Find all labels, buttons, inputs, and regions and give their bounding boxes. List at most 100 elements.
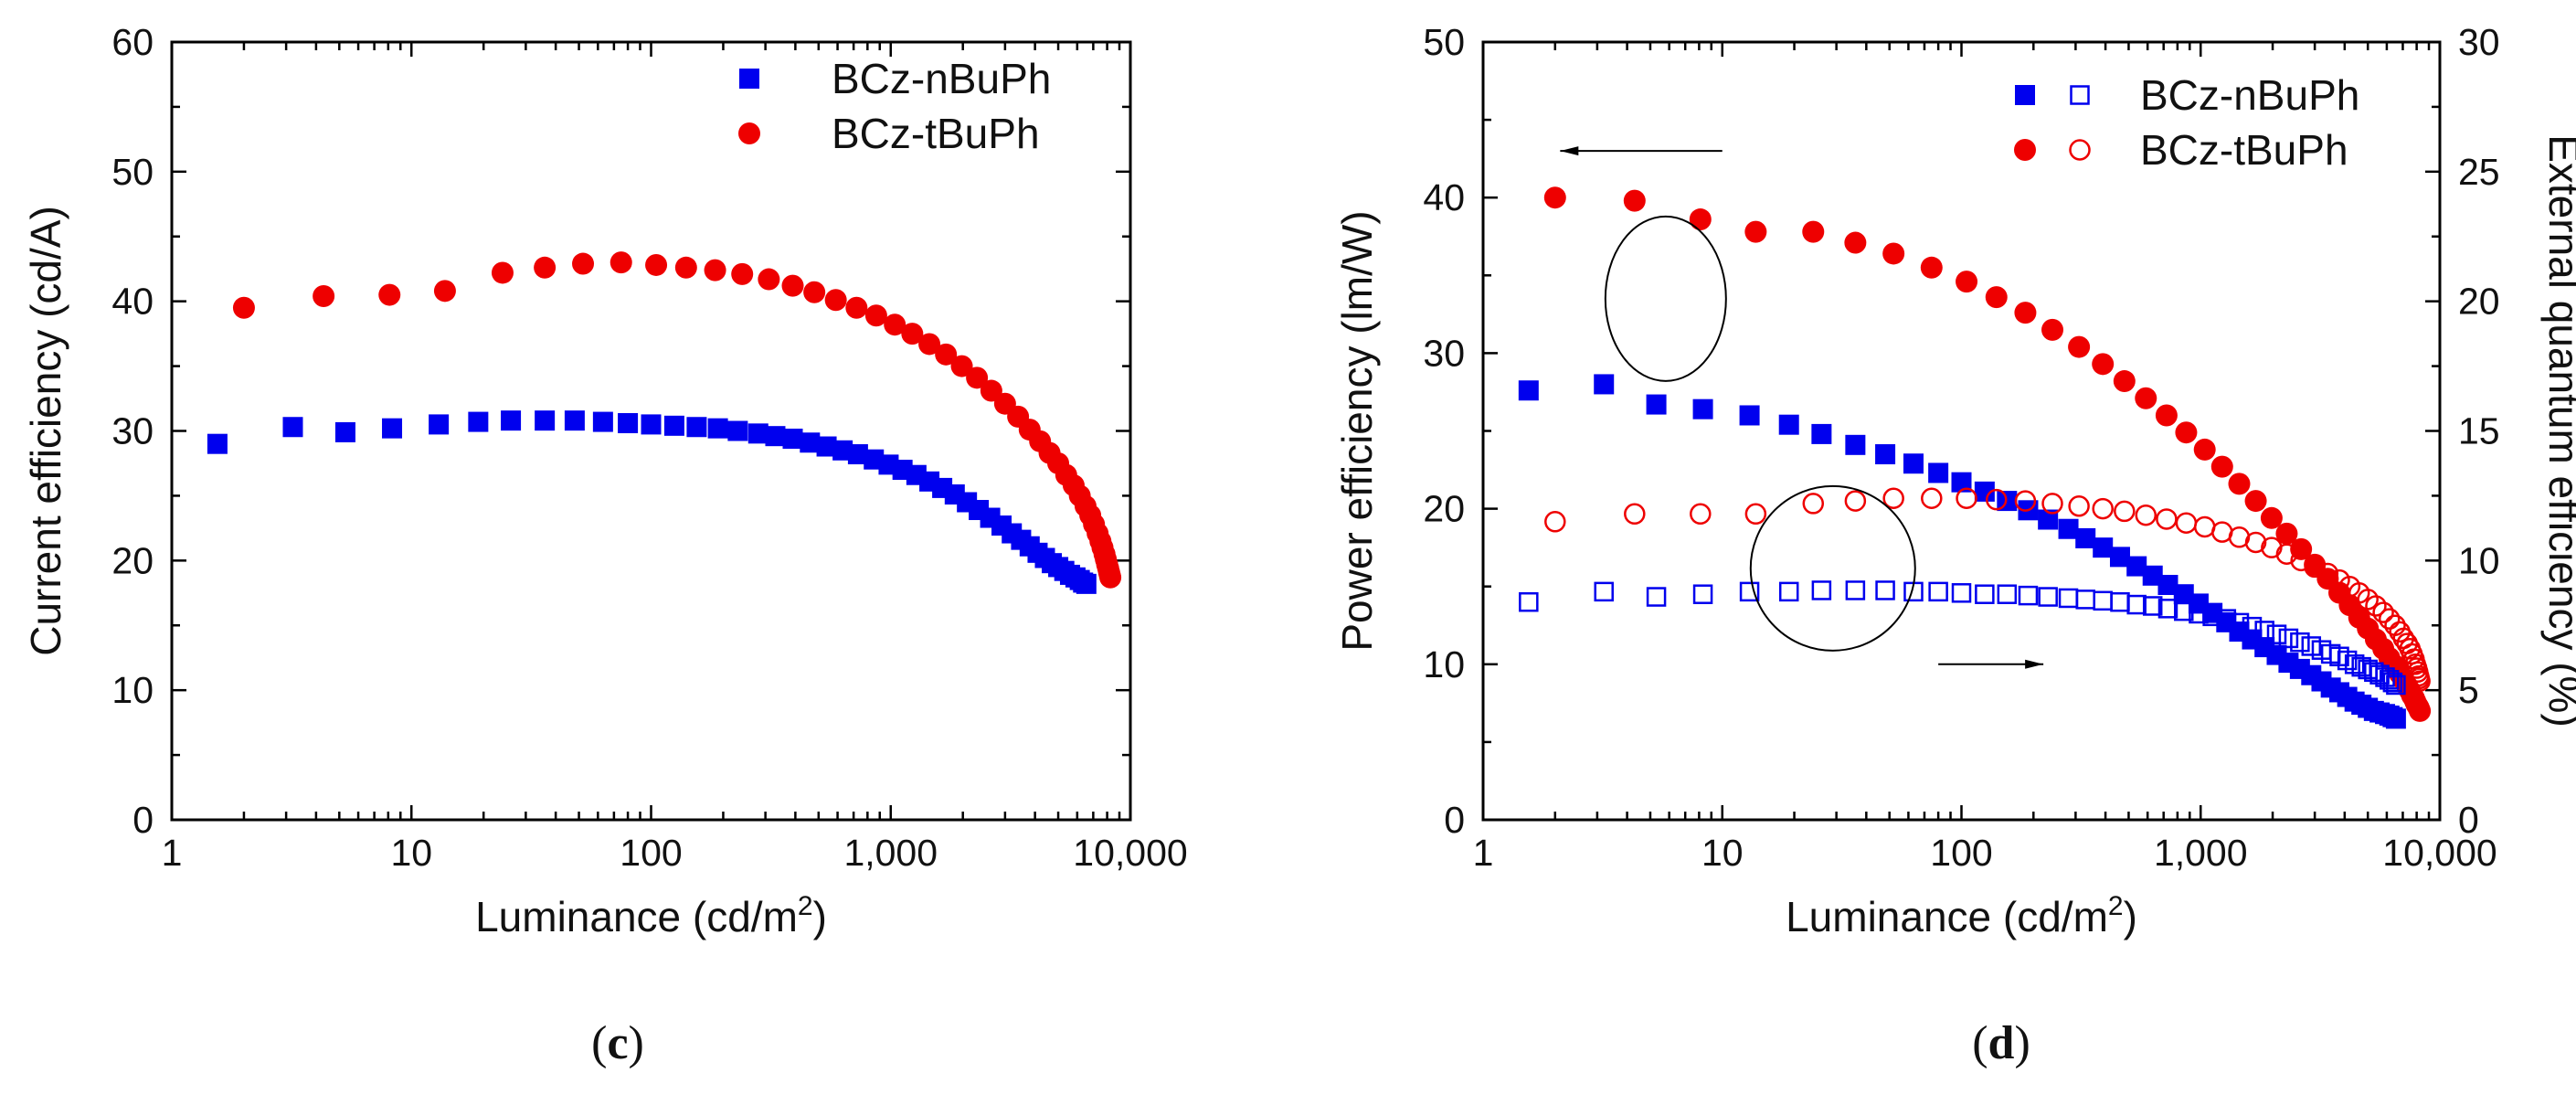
data-point <box>2337 650 2358 671</box>
data-point <box>378 283 401 306</box>
data-point <box>1997 584 2018 604</box>
data-point <box>1844 490 1867 512</box>
data-point <box>2092 353 2115 376</box>
data-point <box>1956 271 1978 293</box>
data-point <box>1875 580 1895 600</box>
data-point <box>2014 490 2037 512</box>
data-point <box>1882 242 1905 265</box>
y-right-tick-label: 20 <box>2458 281 2500 323</box>
data-point <box>2135 387 2157 409</box>
data-point <box>501 410 522 431</box>
legend-marker <box>738 122 760 144</box>
data-point <box>824 289 847 312</box>
data-point <box>2316 562 2339 585</box>
data-point <box>645 253 668 276</box>
data-point <box>2155 404 2178 427</box>
data-point <box>2189 603 2209 624</box>
data-point <box>847 444 868 465</box>
data-point <box>1985 488 2008 511</box>
annotation-ellipse <box>1604 215 1727 382</box>
data-point <box>1928 581 1948 602</box>
data-point <box>1920 256 1943 279</box>
data-point <box>2409 699 2432 722</box>
series-BCz-nBuPh-power-efficiency <box>1518 374 2406 729</box>
data-point <box>2254 621 2274 641</box>
data-point <box>731 262 754 285</box>
legend-label: BCz-nBuPh <box>832 55 1051 102</box>
data-point <box>232 296 255 319</box>
data-point <box>1739 405 1760 426</box>
series-BCz-nBuPh-external-quantum-efficiency <box>1519 580 2406 696</box>
data-point <box>2058 588 2079 609</box>
data-point <box>1594 581 1614 602</box>
data-point <box>1811 580 1832 600</box>
y-tick-label: 40 <box>111 281 154 323</box>
y-tick-label: 20 <box>1423 488 1465 530</box>
data-point <box>2216 609 2237 629</box>
data-point <box>704 259 726 281</box>
data-point <box>334 421 355 442</box>
x-tick-label: 100 <box>620 832 682 874</box>
data-point <box>1692 398 1713 420</box>
data-point <box>2092 497 2114 520</box>
data-point <box>2260 506 2283 529</box>
y-tick-label: 50 <box>1423 21 1465 63</box>
data-point <box>382 418 403 439</box>
data-point <box>1594 374 1615 395</box>
x-axis-label: Luminance (cd/m2) <box>475 891 827 940</box>
data-point <box>832 440 853 461</box>
data-point <box>1956 487 1977 510</box>
data-point <box>1875 444 1896 465</box>
panel-caption: (c) <box>591 1017 644 1069</box>
data-point <box>845 296 868 319</box>
data-point <box>2175 512 2198 534</box>
x-tick-label: 100 <box>1930 832 1992 874</box>
y-axis-label: Current efficiency (cd/A) <box>22 206 69 656</box>
data-point <box>758 268 780 291</box>
y-tick-label: 10 <box>111 669 154 711</box>
data-point <box>1882 487 1904 510</box>
data-point <box>433 280 456 303</box>
data-point <box>2038 587 2058 607</box>
data-point <box>2228 473 2251 495</box>
data-point <box>2142 565 2163 586</box>
data-point <box>1802 220 1825 243</box>
data-point <box>491 261 514 284</box>
data-point <box>2135 504 2157 526</box>
data-point <box>2386 674 2406 696</box>
data-point <box>782 429 803 450</box>
data-point <box>535 410 556 431</box>
data-point <box>747 423 769 444</box>
data-point <box>641 414 662 435</box>
data-point <box>1811 423 1832 444</box>
data-point <box>2093 537 2114 558</box>
y-right-tick-label: 5 <box>2458 669 2479 711</box>
data-point <box>781 274 804 297</box>
y-tick-label: 10 <box>1423 643 1465 685</box>
data-point <box>1689 208 1712 231</box>
data-point <box>2278 628 2299 649</box>
data-point <box>610 251 632 274</box>
data-point <box>1928 462 1949 483</box>
arrow-head-right <box>2025 659 2044 669</box>
data-point <box>2068 335 2091 358</box>
x-tick-label: 10 <box>1701 832 1744 874</box>
y-tick-label: 40 <box>1423 176 1465 218</box>
y-right-tick-label: 30 <box>2458 21 2500 63</box>
data-point <box>2301 636 2322 656</box>
data-point <box>2266 624 2287 644</box>
data-point <box>1544 511 1566 533</box>
data-point <box>1624 503 1646 526</box>
series-BCz-tBuPh <box>232 251 1122 589</box>
data-point <box>2290 549 2312 572</box>
data-point <box>1845 434 1866 455</box>
data-point <box>2244 490 2267 513</box>
legend-marker <box>2014 139 2036 161</box>
data-point <box>1543 186 1566 209</box>
data-point <box>2075 589 2095 610</box>
data-point <box>618 412 639 433</box>
data-point <box>1903 453 1924 474</box>
y-tick-label: 30 <box>1423 332 1465 374</box>
data-point <box>2157 599 2178 619</box>
